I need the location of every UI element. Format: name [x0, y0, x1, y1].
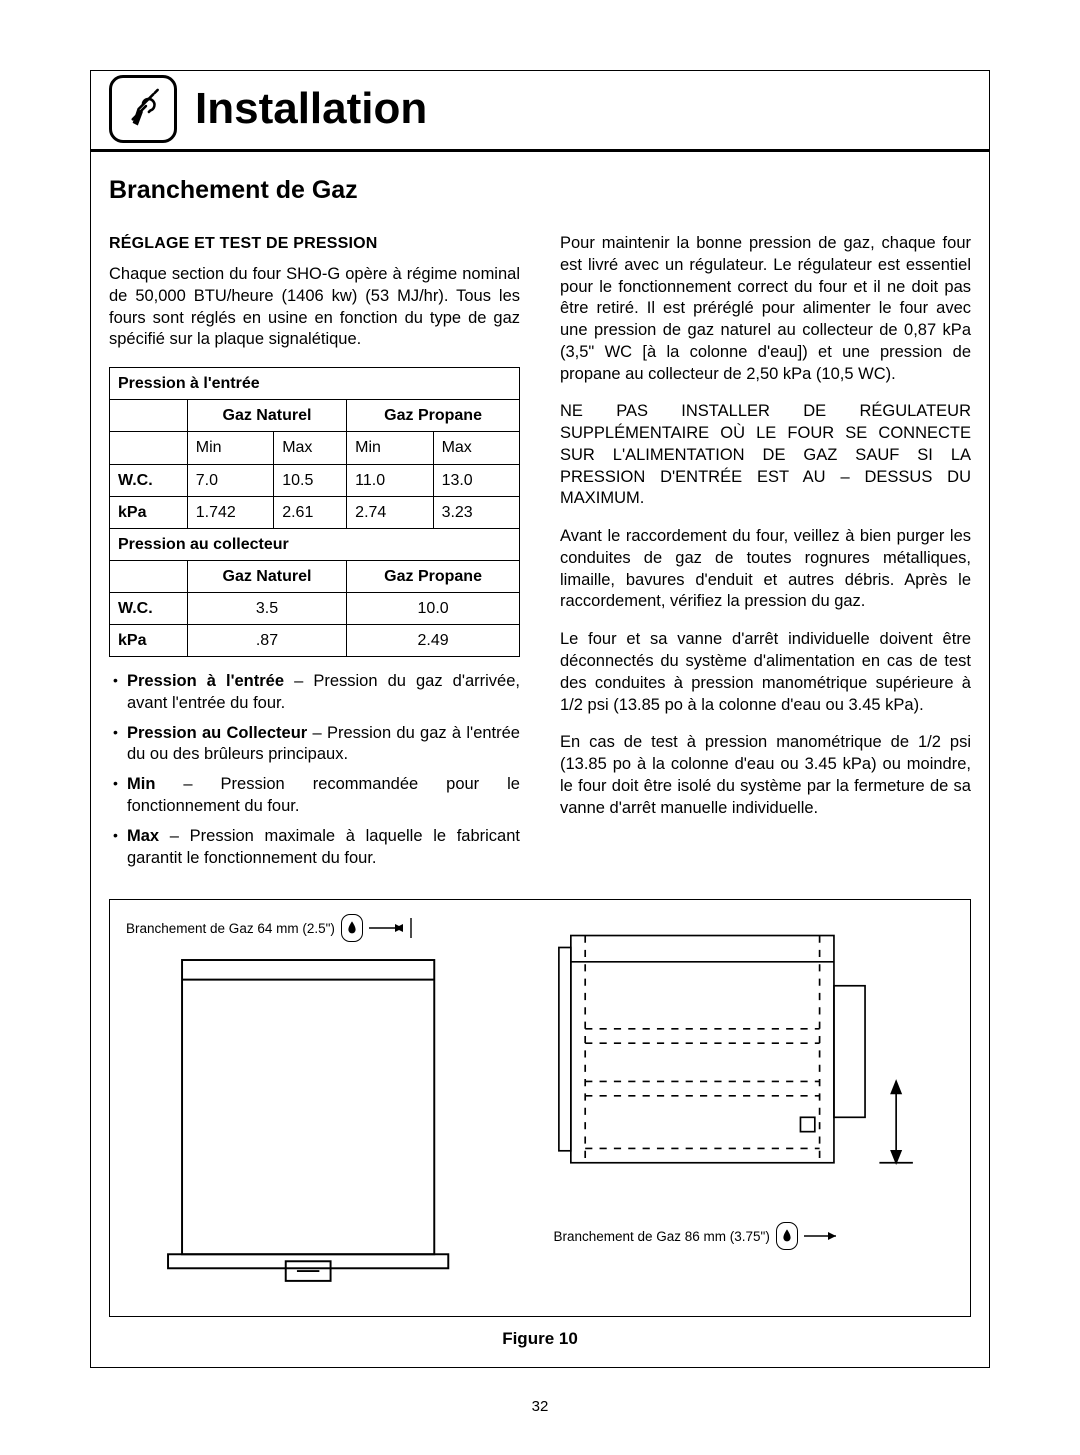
flame-icon [776, 1222, 798, 1250]
page-number: 32 [90, 1398, 990, 1415]
pressure-subhead: RÉGLAGE ET TEST DE PRESSION [109, 233, 520, 254]
col-gas-nat: Gaz Naturel [187, 400, 346, 432]
figure-right: Branchement de Gaz 86 mm (3.75") [523, 914, 954, 1301]
row-kpa: kPa [110, 496, 188, 528]
col-gas-pro2: Gaz Propane [347, 560, 520, 592]
manifold-header: Pression au collecteur [110, 528, 520, 560]
col-gas-pro: Gaz Propane [347, 400, 520, 432]
list-item: Pression à l'entrée – Pression du gaz d'… [109, 671, 520, 715]
inlet-header: Pression à l'entrée [110, 368, 520, 400]
para: En cas de test à pression manométrique d… [560, 732, 971, 819]
row-wc2: W.C. [110, 592, 188, 624]
cell: 2.49 [347, 625, 520, 657]
pressure-table: Pression à l'entrée Gaz Naturel Gaz Prop… [109, 367, 520, 657]
cell: 3.5 [187, 592, 346, 624]
para: Pour maintenir la bonne pression de gaz,… [560, 233, 971, 385]
cell: 7.0 [187, 464, 273, 496]
para: Le four et sa vanne d'arrêt individuelle… [560, 629, 971, 716]
col-max: Max [433, 432, 519, 464]
cell: 1.742 [187, 496, 273, 528]
col-min: Min [187, 432, 273, 464]
cell: .87 [187, 625, 346, 657]
oven-front-diagram [126, 946, 490, 1296]
definitions-list: Pression à l'entrée – Pression du gaz d'… [109, 671, 520, 869]
cell: 13.0 [433, 464, 519, 496]
para: Avant le raccordement du four, veillez à… [560, 526, 971, 613]
tools-icon [109, 75, 177, 143]
page-title: Installation [195, 84, 427, 134]
section-title: Branchement de Gaz [109, 176, 971, 205]
intro-paragraph: Chaque section du four SHO-G opère à rég… [109, 264, 520, 351]
cell: 2.74 [347, 496, 433, 528]
warning-paragraph: NE PAS INSTALLER DE RÉGULATEUR SUPPLÉMEN… [560, 401, 971, 510]
page-header: Installation [91, 75, 989, 152]
gas-label-right: Branchement de Gaz 86 mm (3.75") [553, 1229, 769, 1244]
row-kpa2: kPa [110, 625, 188, 657]
list-item: Max – Pression maximale à laquelle le fa… [109, 826, 520, 870]
gas-label-left: Branchement de Gaz 64 mm (2.5") [126, 921, 335, 936]
cell: 10.0 [347, 592, 520, 624]
figure-box: Branchement de Gaz 64 mm (2.5") [109, 899, 971, 1316]
cell: 11.0 [347, 464, 433, 496]
col-gas-nat2: Gaz Naturel [187, 560, 346, 592]
oven-side-diagram [523, 914, 954, 1213]
cell: 2.61 [274, 496, 347, 528]
row-wc: W.C. [110, 464, 188, 496]
list-item: Min – Pression recommandée pour le fonct… [109, 774, 520, 818]
col-max: Max [274, 432, 347, 464]
figure-left: Branchement de Gaz 64 mm (2.5") [126, 914, 490, 1301]
figure-caption: Figure 10 [109, 1329, 971, 1349]
flame-icon [341, 914, 363, 942]
list-item: Pression au Collecteur – Pression du gaz… [109, 723, 520, 767]
right-column: Pour maintenir la bonne pression de gaz,… [560, 233, 971, 877]
col-min: Min [347, 432, 433, 464]
cell: 10.5 [274, 464, 347, 496]
cell: 3.23 [433, 496, 519, 528]
left-column: RÉGLAGE ET TEST DE PRESSION Chaque secti… [109, 233, 520, 877]
